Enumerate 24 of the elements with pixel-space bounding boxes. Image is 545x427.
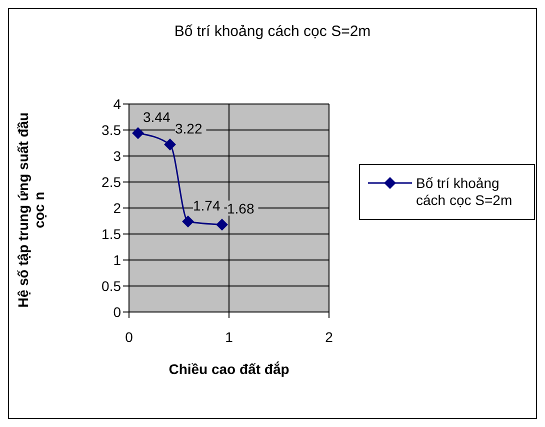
y-tick-label: 0.5 [102, 278, 122, 294]
x-axis-title: Chiều cao đất đắp [168, 361, 290, 377]
point [132, 127, 144, 140]
point [164, 138, 176, 151]
y-tick-label: 4 [113, 96, 122, 112]
data-label: 3.44 [143, 109, 170, 126]
point [182, 216, 194, 228]
y-tick-label: 3.5 [102, 122, 122, 138]
y-tick-label: 1.5 [102, 226, 122, 242]
chart-title: Bố trí khoảng cách cọc S=2m [173, 23, 372, 40]
y-tick-label: 0 [113, 304, 122, 320]
data-label: 1.68 [227, 200, 254, 217]
x-tick-label: 2 [325, 328, 334, 345]
data-label: 1.74 [193, 198, 220, 214]
y-tick-label: 3 [113, 148, 122, 164]
data-label: 3.22 [175, 120, 202, 137]
legend-label: Bố trí khoảng cách cọc S=2m [416, 175, 514, 209]
y-tick-label: 2.5 [102, 174, 122, 190]
y-tick-label: 2 [113, 200, 122, 216]
x-tick-label: 0 [125, 328, 134, 345]
y-tick-label: 1 [113, 252, 122, 268]
point [216, 218, 228, 231]
x-tick-label: 1 [225, 328, 234, 345]
y-axis-title: Hệ số tập trung ứng suất đầu cọc n [15, 111, 47, 310]
